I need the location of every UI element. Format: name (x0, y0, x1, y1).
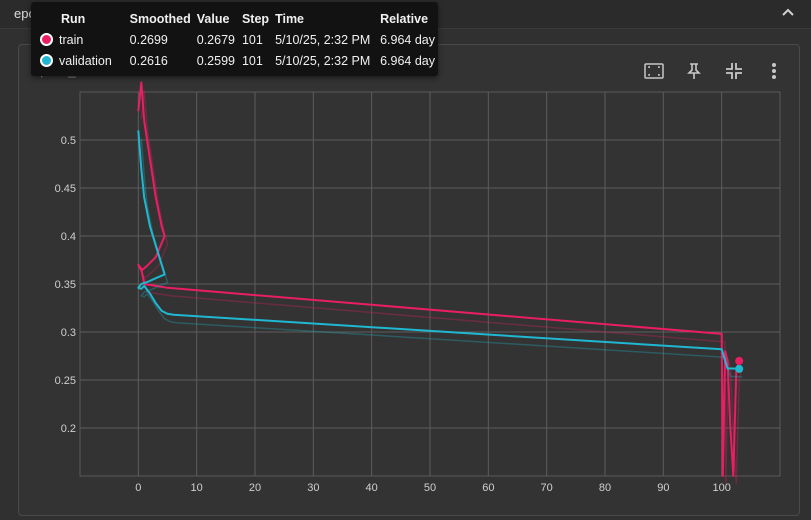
run-color-dot (40, 53, 53, 67)
smoothed-cell: 0.2699 (129, 32, 168, 47)
tooltip-row: train 0.2699 0.2679 101 5/10/25, 2:32 PM… (37, 29, 438, 50)
tooltip-table: Run Smoothed Value Step Time Relative tr… (37, 8, 438, 71)
col-value: Value (196, 11, 230, 26)
time-cell: 5/10/25, 2:32 PM (275, 53, 371, 68)
value-cell: 0.2679 (196, 32, 235, 47)
run-color-dot (40, 32, 53, 46)
run-cell: validation (37, 50, 127, 71)
chevron-up-icon[interactable] (779, 4, 797, 22)
pin-icon[interactable] (682, 59, 706, 83)
col-step: Step (241, 11, 270, 26)
smoothed-cell: 0.2616 (129, 53, 168, 68)
step-cell: 101 (241, 32, 263, 47)
time-cell: 5/10/25, 2:32 PM (275, 32, 371, 47)
relative-cell: 6.964 day (380, 53, 435, 68)
col-relative: Relative (380, 11, 429, 26)
fit-domain-icon[interactable] (642, 59, 666, 83)
more-vert-icon[interactable] (762, 59, 786, 83)
run-cell: train (37, 29, 127, 50)
chart-card: epoch_loss (18, 44, 800, 516)
tooltip-header-row: Run Smoothed Value Step Time Relative (37, 8, 438, 29)
step-cell: 101 (241, 53, 263, 68)
hover-tooltip: Run Smoothed Value Step Time Relative tr… (31, 2, 438, 76)
tooltip-row: validation 0.2616 0.2599 101 5/10/25, 2:… (37, 50, 438, 71)
value-cell: 0.2599 (196, 53, 235, 68)
col-smoothed: Smoothed (129, 11, 191, 26)
collapse-icon[interactable] (722, 59, 746, 83)
relative-cell: 6.964 day (380, 32, 435, 47)
col-run: Run (61, 11, 86, 26)
col-time: Time (275, 11, 305, 26)
